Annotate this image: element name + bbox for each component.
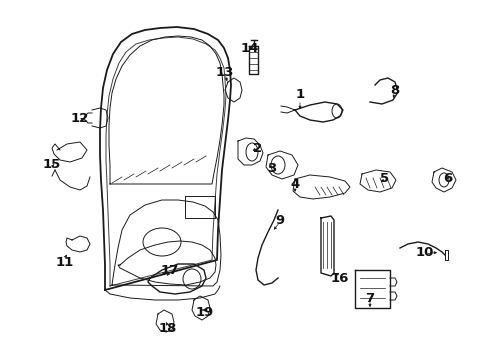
Text: 1: 1 bbox=[295, 89, 304, 102]
Text: 13: 13 bbox=[215, 66, 234, 78]
Text: 3: 3 bbox=[267, 162, 276, 175]
Text: 5: 5 bbox=[380, 171, 389, 184]
Text: 17: 17 bbox=[161, 264, 179, 276]
Text: 15: 15 bbox=[43, 158, 61, 171]
Text: 18: 18 bbox=[159, 321, 177, 334]
Text: 4: 4 bbox=[290, 179, 299, 192]
Text: 10: 10 bbox=[415, 246, 433, 258]
Text: 7: 7 bbox=[365, 292, 374, 305]
Text: 19: 19 bbox=[196, 306, 214, 319]
Text: 6: 6 bbox=[443, 171, 452, 184]
Text: 2: 2 bbox=[253, 141, 262, 154]
Text: 11: 11 bbox=[56, 256, 74, 269]
Text: 9: 9 bbox=[275, 213, 284, 226]
Text: 12: 12 bbox=[71, 112, 89, 125]
Text: 14: 14 bbox=[240, 41, 259, 54]
Text: 16: 16 bbox=[330, 271, 348, 284]
Text: 8: 8 bbox=[389, 84, 399, 96]
